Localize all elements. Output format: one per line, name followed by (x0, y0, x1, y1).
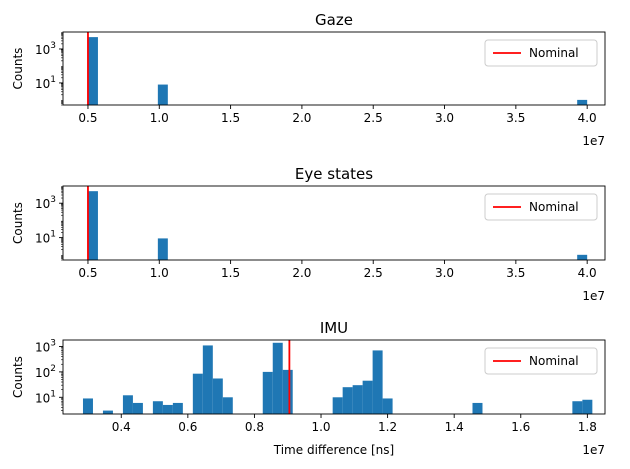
x-tick-label: 1.2 (378, 420, 397, 434)
panels: 0.5 1.0 1.5 2.0 2.5 3.0 3.5 4.0 101 103 Gaze Counts… (11, 11, 606, 457)
y-axis-label: Counts (11, 48, 25, 90)
y-tick-label: 101 (35, 389, 56, 405)
histogram-bar (192, 373, 203, 414)
legend-box (484, 39, 598, 67)
panel-title: IMU (320, 319, 348, 337)
y-axis-label: Counts (11, 356, 25, 398)
panel-title: Eye states (295, 165, 373, 183)
x-tick-label: 2.0 (292, 111, 311, 125)
histogram-bar (172, 402, 183, 414)
x-tick-label: 0.4 (112, 420, 131, 434)
x-tick-label: 1.5 (221, 111, 240, 125)
x-tick-label: 3.5 (506, 111, 525, 125)
histogram-bar (272, 342, 283, 414)
y-axis-label: Counts (11, 202, 25, 244)
x-tick-label: 4.0 (578, 266, 597, 280)
y-tick-label: 101 (35, 74, 56, 90)
legend-label: Nominal (529, 354, 579, 368)
y-tick-label: 102 (35, 363, 56, 379)
histogram-bar (87, 37, 98, 105)
panel-3: 0.4 0.6 0.8 1.0 1.2 1.4 1.6 1.8 101 102 103 IMU Coun… (11, 319, 606, 457)
bars (87, 191, 588, 260)
y-tick-label: 103 (35, 40, 56, 56)
y-tick-label: 103 (35, 195, 56, 211)
x-tick-label: 1.8 (578, 420, 597, 434)
panel-1: 0.5 1.0 1.5 2.0 2.5 3.0 3.5 4.0 101 103 Gaze Counts… (11, 11, 606, 148)
y-tick-label: 103 (35, 338, 56, 354)
histogram-bar (157, 238, 168, 260)
histogram-bar (342, 387, 353, 414)
histogram-bar (132, 402, 143, 414)
x-tick-label: 0.6 (178, 420, 197, 434)
histogram-bar (82, 398, 93, 414)
histogram-bar (472, 402, 483, 414)
x-tick-label: 3.5 (506, 266, 525, 280)
axes-frame (62, 339, 606, 415)
histogram-bar (102, 410, 113, 414)
histogram-bar (212, 378, 223, 414)
x-offset-text: 1e7 (582, 289, 605, 303)
x-offset-text: 1e7 (582, 134, 605, 148)
x-tick-label: 3.0 (435, 111, 454, 125)
histogram-bar (332, 397, 343, 414)
histogram-bar (372, 350, 383, 414)
x-tick-label: 1.0 (150, 266, 169, 280)
histogram-bar (577, 254, 588, 260)
x-tick-label: 0.5 (78, 266, 97, 280)
legend-label: Nominal (529, 200, 579, 214)
x-tick-label: 0.5 (78, 111, 97, 125)
x-tick-label: 1.5 (221, 266, 240, 280)
histogram-bar (162, 404, 173, 414)
histogram-bar (202, 345, 213, 414)
histogram-bar (382, 398, 393, 414)
histogram-bar (222, 397, 233, 414)
bars (82, 342, 593, 414)
histogram-bar (577, 99, 588, 105)
panel-title: Gaze (315, 11, 353, 29)
histogram-bar (87, 191, 98, 260)
histogram-bar (282, 369, 293, 414)
x-axis-label: Time difference [ns] (273, 443, 394, 457)
legend-box (484, 347, 598, 375)
legend-label: Nominal (529, 46, 579, 60)
histogram-bar (352, 385, 363, 414)
x-tick-label: 2.5 (364, 111, 383, 125)
x-tick-label: 1.0 (311, 420, 330, 434)
x-tick-label: 1.4 (445, 420, 464, 434)
y-tick-label: 101 (35, 229, 56, 245)
histogram-bar (582, 399, 593, 414)
bars (87, 37, 588, 105)
histogram-bar (572, 401, 583, 414)
histogram-bar (152, 401, 163, 414)
x-tick-label: 4.0 (578, 111, 597, 125)
x-offset-text: 1e7 (582, 443, 605, 457)
x-tick-label: 1.6 (511, 420, 530, 434)
x-tick-label: 1.0 (150, 111, 169, 125)
histogram-bar (157, 84, 168, 105)
legend-box (484, 193, 598, 221)
histogram-bar (262, 371, 273, 414)
x-tick-label: 3.0 (435, 266, 454, 280)
panel-2: 0.5 1.0 1.5 2.0 2.5 3.0 3.5 4.0 101 103 Eye states… (11, 165, 606, 303)
x-tick-label: 2.5 (364, 266, 383, 280)
x-tick-label: 0.8 (245, 420, 264, 434)
x-tick-label: 2.0 (292, 266, 311, 280)
histogram-bar (362, 380, 373, 414)
histogram-bar (122, 395, 133, 414)
